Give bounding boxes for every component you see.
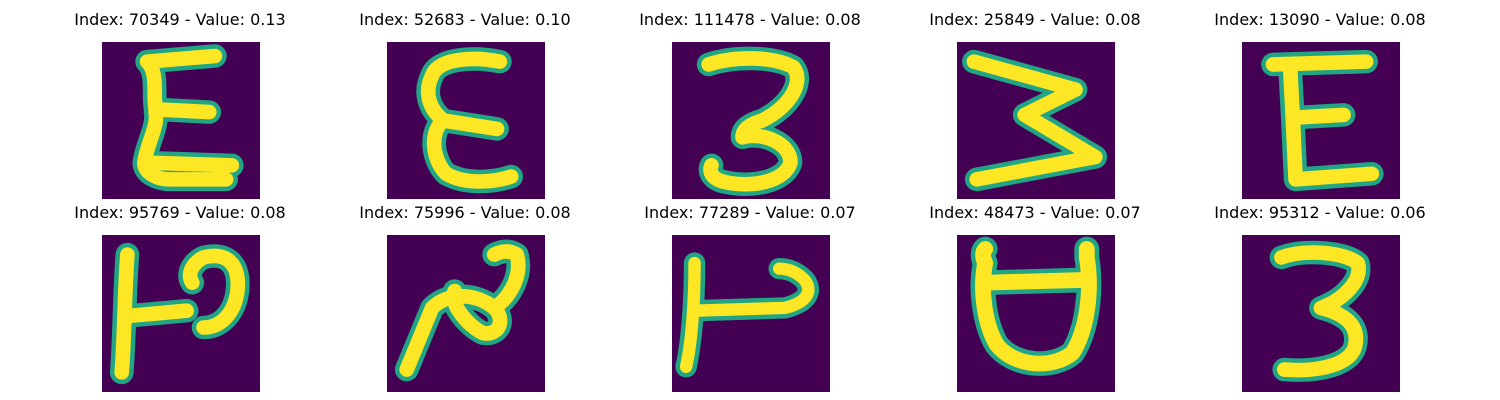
panel-8: Index: 77289 - Value: 0.07: [600, 201, 900, 392]
letter-e-like-digit-icon: [1242, 42, 1400, 199]
panel-title: Index: 111478 - Value: 0.08: [639, 10, 861, 29]
rotated-a-like-digit-icon: [957, 235, 1115, 392]
panel-5: Index: 13090 - Value: 0.08: [1170, 8, 1470, 199]
digit-3-icon: [1242, 235, 1400, 392]
panel-7: Index: 75996 - Value: 0.08: [315, 201, 615, 392]
panel-4: Index: 25849 - Value: 0.08: [885, 8, 1185, 199]
panel-1: Index: 70349 - Value: 0.13: [30, 8, 330, 199]
panel-title: Index: 25849 - Value: 0.08: [929, 10, 1141, 29]
panel-3: Index: 111478 - Value: 0.08: [600, 8, 900, 199]
rotated-n-like-digit-icon: [387, 235, 545, 392]
letter-w-like-digit-icon: [957, 42, 1115, 199]
panel-9: Index: 48473 - Value: 0.07: [885, 201, 1185, 392]
panel-title: Index: 52683 - Value: 0.10: [359, 10, 571, 29]
panel-title: Index: 95769 - Value: 0.08: [74, 203, 286, 222]
digit-3-icon: [672, 42, 830, 199]
panel-6: Index: 95769 - Value: 0.08: [30, 201, 330, 392]
panel-title: Index: 75996 - Value: 0.08: [359, 203, 571, 222]
panel-title: Index: 48473 - Value: 0.07: [929, 203, 1141, 222]
panel-title: Index: 77289 - Value: 0.07: [644, 203, 856, 222]
panel-title: Index: 70349 - Value: 0.13: [74, 10, 286, 29]
panel-title: Index: 95312 - Value: 0.06: [1214, 203, 1426, 222]
panel-title: Index: 13090 - Value: 0.08: [1214, 10, 1426, 29]
panel-10: Index: 95312 - Value: 0.06: [1170, 201, 1470, 392]
panel-2: Index: 52683 - Value: 0.10: [315, 8, 615, 199]
epsilon-like-digit-icon: [387, 42, 545, 199]
letter-e-like-digit-icon: [102, 42, 260, 199]
rotated-p-like-digit-icon: [102, 235, 260, 392]
rotated-p-like-digit-icon: [672, 235, 830, 392]
